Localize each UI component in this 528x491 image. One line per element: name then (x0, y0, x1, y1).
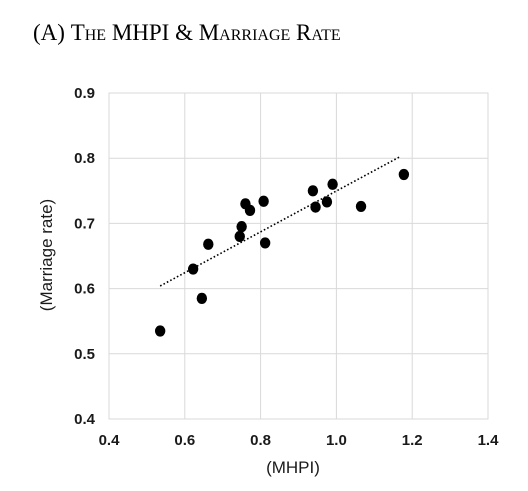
data-point (244, 204, 256, 216)
y-axis-title: (Marriage rate) (37, 199, 56, 311)
y-tick-label: 0.5 (74, 346, 95, 363)
x-tick-label: 0.8 (250, 432, 271, 449)
x-axis-title: (MHPI) (266, 458, 320, 477)
y-tick-label: 0.8 (74, 150, 95, 167)
data-point (310, 201, 321, 213)
data-point (355, 200, 367, 213)
x-tick-label: 1.0 (326, 432, 347, 449)
y-tick-label: 0.6 (74, 281, 95, 298)
y-tick-label: 0.7 (74, 215, 95, 232)
y-tick-label: 0.9 (74, 85, 95, 102)
data-point (258, 195, 269, 207)
panel-title-text: The MHPI & Marriage Rate (70, 20, 341, 45)
data-point (203, 238, 214, 250)
data-points (154, 168, 410, 337)
data-point (196, 292, 208, 304)
x-tick-label: 0.4 (99, 432, 121, 449)
x-tick-labels: 0.4 0.6 0.8 1.0 1.2 1.4 (99, 432, 500, 449)
data-point (234, 230, 245, 243)
data-point (259, 237, 271, 249)
data-point (327, 178, 338, 190)
data-point (307, 185, 319, 197)
x-tick-label: 1.4 (478, 432, 500, 449)
panel-title: (A) The MHPI & Marriage Rate (33, 20, 341, 46)
data-point (187, 263, 199, 275)
data-point (236, 221, 247, 233)
x-tick-label: 0.6 (174, 432, 195, 449)
data-point (154, 325, 166, 337)
plot-border (108, 92, 489, 420)
x-tick-label: 1.2 (402, 432, 423, 449)
y-tick-label: 0.4 (74, 411, 96, 428)
grid-lines (108, 92, 489, 420)
plot-area-border (108, 92, 489, 420)
data-point (321, 196, 333, 208)
panel-label: (A) (33, 20, 65, 45)
data-point (398, 168, 410, 181)
y-tick-labels: 0.4 0.5 0.6 0.7 0.8 0.9 (74, 85, 96, 428)
